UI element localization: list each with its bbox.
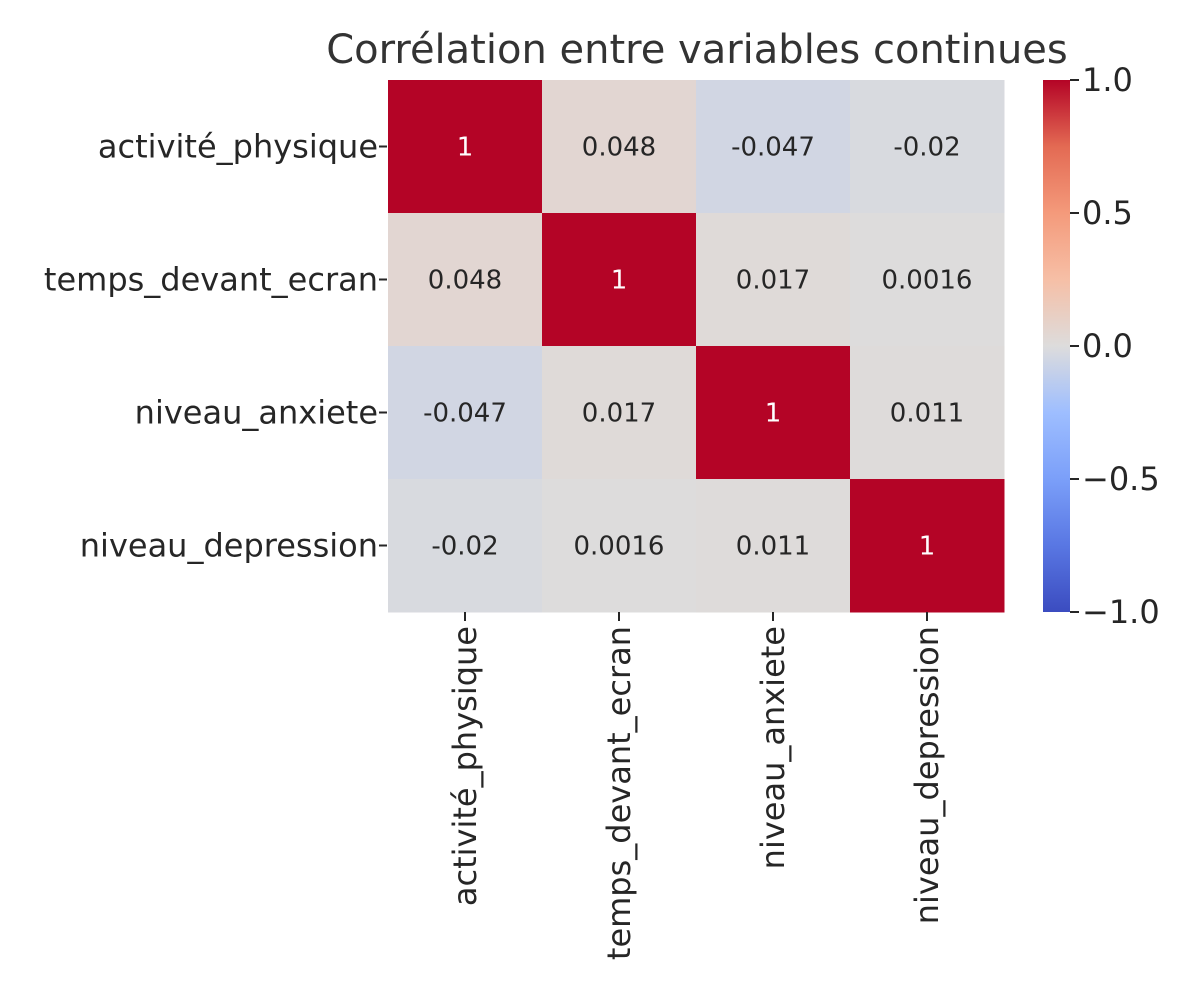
y-tick-label: niveau_anxiete [135, 394, 378, 432]
x-tick-label: niveau_anxiete [754, 626, 792, 869]
heatmap-cell-r1-c3 [850, 213, 1005, 347]
cell-value-label: -0.02 [893, 133, 960, 163]
cell-value-label: 0.0016 [882, 266, 973, 296]
y-tick-label: temps_devant_ecran [44, 261, 378, 299]
cell-value-label: 1 [919, 532, 936, 562]
heatmap-cell-r2-c3 [850, 346, 1005, 480]
cell-value-label: 0.011 [736, 532, 810, 562]
cell-value-label: 0.048 [582, 133, 656, 163]
x-axis: activité_physique temps_devant_ecran nivea… [446, 612, 946, 960]
heatmap-cell-r2-c0 [388, 346, 543, 480]
colorbar [1043, 80, 1070, 612]
cell-value-label: -0.047 [731, 133, 815, 163]
heatmap-annotations: 1 0.048 -0.047 -0.02 0.048 1 0.017 0.0016 -0.047… [423, 133, 972, 562]
colorbar-tick-label: 1.0 [1082, 61, 1133, 99]
heatmap-cell-r3-c1 [542, 479, 697, 613]
colorbar-tick-label: −0.5 [1082, 460, 1160, 498]
cell-value-label: 0.017 [736, 266, 810, 296]
cell-value-label: 0.017 [582, 399, 656, 429]
heatmap-cell-r0-c0 [388, 80, 543, 214]
x-tick-label: temps_devant_ecran [600, 626, 638, 960]
x-tick-label: activité_physique [446, 626, 484, 906]
heatmap-cell-r0-c3 [850, 80, 1005, 214]
colorbar-tick-label: 0.0 [1082, 327, 1133, 365]
cell-value-label: 1 [611, 266, 628, 296]
heatmap-cell-r2-c1 [542, 346, 697, 480]
heatmap-cell-r3-c3 [850, 479, 1005, 613]
heatmap-cell-r0-c2 [696, 80, 851, 214]
heatmap-cell-r1-c1 [542, 213, 697, 347]
heatmap-cell-r3-c2 [696, 479, 851, 613]
cell-value-label: -0.02 [431, 532, 498, 562]
cell-value-label: 0.048 [428, 266, 502, 296]
y-axis: activité_physique temps_devant_ecrannivea… [44, 128, 387, 565]
heatmap-cell-r3-c0 [388, 479, 543, 613]
cell-value-label: 1 [765, 399, 782, 429]
heatmap-cell-r1-c0 [388, 213, 543, 347]
colorbar-tick-label: −1.0 [1082, 593, 1160, 631]
colorbar-tick-label: 0.5 [1082, 194, 1133, 232]
x-tick-label: niveau_depression [908, 626, 946, 924]
colorbar-axis: 1.0 0.5 0.0 −0.5 −1.0 [1070, 61, 1160, 631]
y-tick-label: activité_physique [98, 128, 378, 166]
chart-title: Corrélation entre variables continues [326, 27, 1068, 73]
y-tick-label: niveau_depression [80, 527, 378, 565]
heatmap-cell-r1-c2 [696, 213, 851, 347]
cell-value-label: 0.011 [890, 399, 964, 429]
cell-value-label: -0.047 [423, 399, 507, 429]
cell-value-label: 1 [457, 133, 474, 163]
heatmap-cell-r2-c2 [696, 346, 851, 480]
cell-value-label: 0.0016 [574, 532, 665, 562]
heatmap-cell-r0-c1 [542, 80, 697, 214]
heatmap-cells [388, 80, 1005, 613]
